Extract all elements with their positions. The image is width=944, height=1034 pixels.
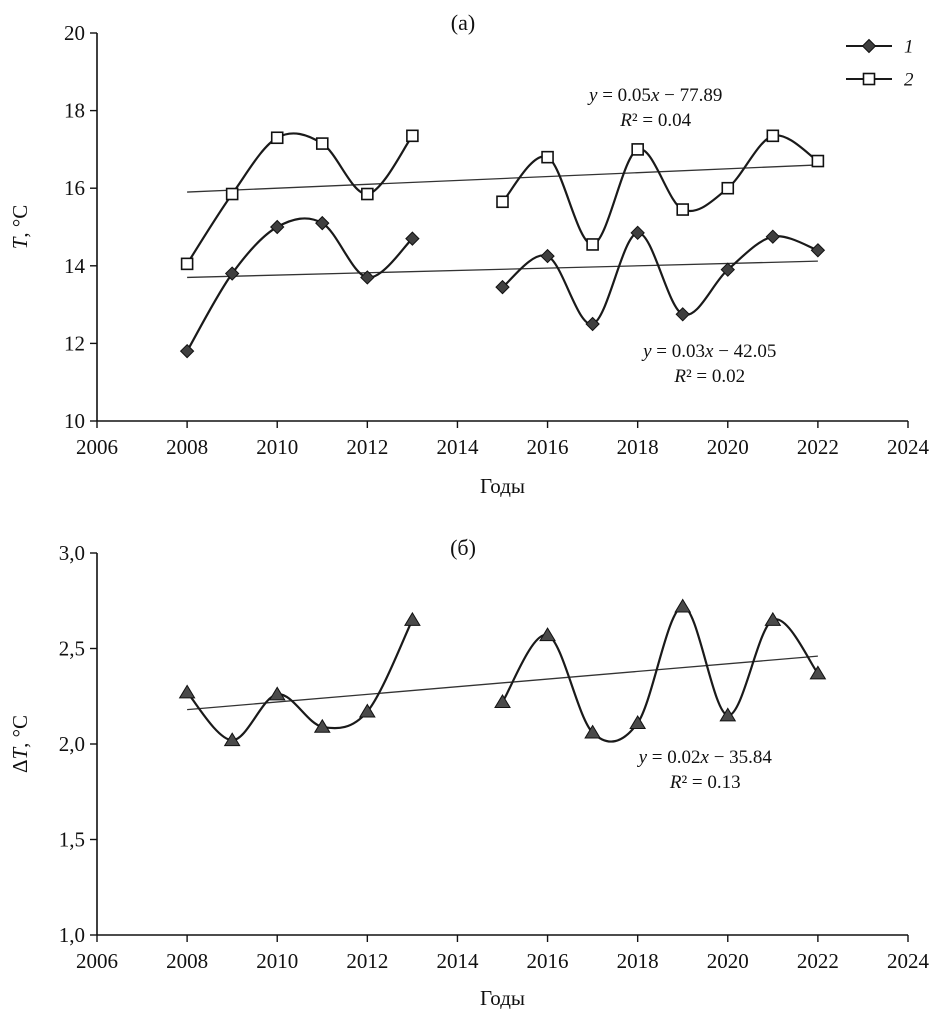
svg-text:12: 12 (64, 331, 85, 355)
svg-text:2014: 2014 (436, 949, 479, 973)
svg-text:y = 0.03x − 42.05: y = 0.03x − 42.05 (641, 341, 776, 362)
svg-text:10: 10 (64, 409, 85, 433)
svg-text:2,5: 2,5 (59, 637, 85, 661)
svg-text:2018: 2018 (617, 949, 659, 973)
svg-text:2008: 2008 (166, 435, 208, 459)
svg-text:2022: 2022 (797, 949, 839, 973)
svg-text:y = 0.02x − 35.84: y = 0.02x − 35.84 (637, 747, 773, 768)
svg-text:2,0: 2,0 (59, 732, 85, 756)
svg-text:2010: 2010 (256, 435, 298, 459)
svg-text:2020: 2020 (707, 435, 749, 459)
svg-text:2022: 2022 (797, 435, 839, 459)
svg-text:2008: 2008 (166, 949, 208, 973)
svg-text:R² = 0.04: R² = 0.04 (619, 110, 691, 131)
svg-text:2016: 2016 (527, 949, 569, 973)
svg-text:2024: 2024 (887, 949, 930, 973)
svg-text:(б): (б) (450, 535, 476, 560)
svg-text:1: 1 (904, 37, 914, 58)
svg-text:20: 20 (64, 21, 85, 45)
svg-text:1,5: 1,5 (59, 828, 85, 852)
svg-text:ΔT, °C: ΔT, °C (8, 715, 32, 773)
svg-text:14: 14 (64, 254, 86, 278)
svg-text:18: 18 (64, 99, 85, 123)
svg-text:y = 0.05x − 77.89: y = 0.05x − 77.89 (587, 85, 722, 106)
chart-panel-b-delta-temperature: 1,0 1,5 2,0 2,5 3,0 2006 2008 2010 2012 2014 2016 2… (8, 535, 930, 1010)
svg-text:2: 2 (904, 70, 914, 91)
svg-text:T, °C: T, °C (8, 205, 32, 250)
svg-text:2006: 2006 (76, 435, 118, 459)
svg-text:1,0: 1,0 (59, 923, 85, 947)
svg-text:2024: 2024 (887, 435, 930, 459)
svg-text:2010: 2010 (256, 949, 298, 973)
svg-text:2020: 2020 (707, 949, 749, 973)
svg-text:R² = 0.13: R² = 0.13 (669, 772, 741, 793)
svg-text:Годы: Годы (480, 986, 525, 1010)
svg-text:R² = 0.02: R² = 0.02 (673, 366, 745, 387)
svg-text:2014: 2014 (436, 435, 479, 459)
svg-text:2016: 2016 (527, 435, 569, 459)
svg-text:2018: 2018 (617, 435, 659, 459)
svg-text:3,0: 3,0 (59, 541, 85, 565)
svg-text:(а): (а) (451, 10, 475, 35)
svg-text:2012: 2012 (346, 949, 388, 973)
svg-text:2012: 2012 (346, 435, 388, 459)
svg-text:16: 16 (64, 176, 85, 200)
svg-text:Годы: Годы (480, 474, 525, 498)
svg-text:2006: 2006 (76, 949, 118, 973)
